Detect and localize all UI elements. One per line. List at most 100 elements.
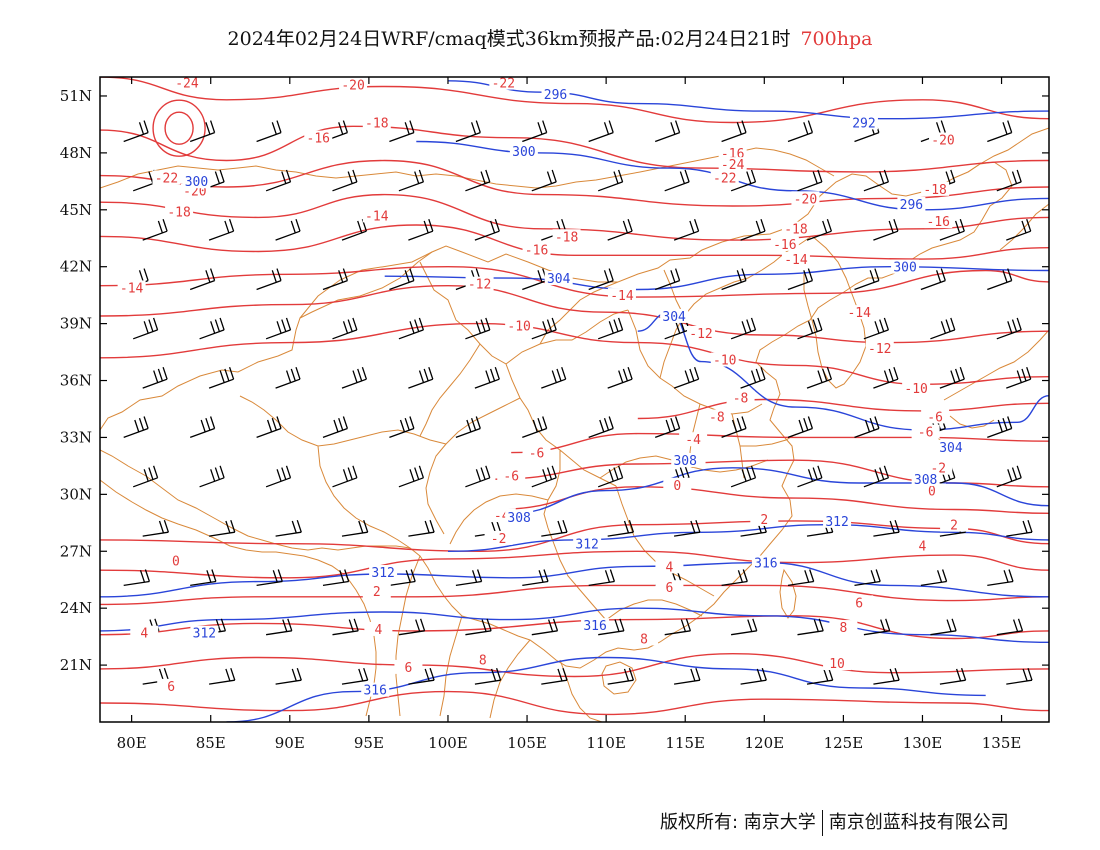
wind-barb xyxy=(597,465,624,488)
temp-label-bg xyxy=(465,276,494,291)
wind-barb xyxy=(873,667,900,685)
temperature-isoline xyxy=(100,125,1049,173)
lat-tick-label: 30N xyxy=(60,485,92,503)
lat-tick-label: 39N xyxy=(60,315,92,333)
height-label-bg xyxy=(544,270,573,285)
temperature-label: -6 xyxy=(529,447,545,462)
wind-barb xyxy=(588,416,614,439)
wind-barb xyxy=(654,416,681,439)
height-label: 308 xyxy=(914,473,937,488)
geopotential-isoline xyxy=(384,265,1049,291)
wind-barb xyxy=(673,218,700,241)
temperature-isoline xyxy=(100,520,1049,553)
lat-tick-label: 24N xyxy=(60,599,92,617)
wind-barb xyxy=(265,317,292,340)
wind-barb xyxy=(673,366,700,389)
wind-barb xyxy=(797,169,823,192)
temp-label-bg xyxy=(908,538,937,553)
wind-barb xyxy=(597,169,624,192)
wind-barb xyxy=(522,569,549,587)
cold-center-isoline xyxy=(152,99,206,157)
temperature-label: 6 xyxy=(405,661,413,676)
temperature-label: -14 xyxy=(847,306,871,321)
wind-barb xyxy=(987,268,1013,291)
temperature-label: -20 xyxy=(341,78,364,93)
wind-barb xyxy=(465,169,491,192)
temperature-label: 2 xyxy=(373,585,381,600)
wind-barb xyxy=(265,465,292,488)
wind-barb xyxy=(341,667,369,685)
height-label: 312 xyxy=(825,515,848,530)
wind-barb xyxy=(275,218,301,241)
temperature-label: 6 xyxy=(167,680,175,695)
temp-label-bg xyxy=(607,288,636,303)
temp-label-bg xyxy=(726,390,755,405)
wind-barb xyxy=(123,569,151,587)
temperature-isoline xyxy=(100,550,1049,579)
temperature-isoline xyxy=(100,77,1049,124)
wind-barb xyxy=(531,618,559,636)
wind-barb xyxy=(341,366,368,389)
temperature-label: -8 xyxy=(733,392,749,407)
temperature-label: -12 xyxy=(868,342,891,357)
wind-barb xyxy=(332,618,359,636)
height-label-bg xyxy=(581,618,610,633)
temp-label-bg xyxy=(362,584,391,598)
wind-barb xyxy=(730,465,757,488)
temp-label-bg xyxy=(497,468,526,483)
wind-barb xyxy=(731,618,758,636)
temp-label-bg xyxy=(364,621,393,636)
pressure-level-label: 700hpa xyxy=(800,28,873,50)
temp-label-bg xyxy=(362,208,391,223)
height-label-bg xyxy=(509,143,538,158)
chart-title: 2024年02月24日WRF/cmaq模式36km预报产品:02月24日21时 7… xyxy=(0,24,1100,51)
temperature-label: 6 xyxy=(855,596,863,611)
temperature-isoline xyxy=(100,584,1049,606)
mongolia-south xyxy=(299,251,433,319)
wind-barb xyxy=(474,218,500,241)
temperature-label: -16 xyxy=(773,238,796,253)
temp-label-bg xyxy=(924,460,953,475)
temp-label-bg xyxy=(781,221,810,236)
height-label: 312 xyxy=(575,538,598,553)
wind-barb xyxy=(987,569,1014,587)
wind-barb xyxy=(389,416,415,439)
wind-barb xyxy=(189,416,216,439)
china-border xyxy=(100,161,1013,669)
height-label-bg xyxy=(182,174,211,189)
wind-barb xyxy=(256,268,282,291)
temp-label-bg xyxy=(489,77,518,90)
wind-barb xyxy=(930,317,956,340)
geopotential-isoline xyxy=(447,80,1049,120)
height-label-bg xyxy=(361,682,390,697)
temperature-label: -16 xyxy=(525,244,548,259)
height-label: 312 xyxy=(371,566,394,581)
temperature-label: -6 xyxy=(918,426,934,441)
wind-barb xyxy=(123,120,149,143)
height-label: 292 xyxy=(852,116,875,131)
wind-barb xyxy=(332,169,358,192)
wind-barb xyxy=(797,317,823,340)
wind-barb xyxy=(142,218,168,241)
temp-label-bg xyxy=(829,620,858,635)
wind-barb xyxy=(797,465,823,488)
temp-label-bg xyxy=(924,214,953,229)
wind-barb xyxy=(209,519,236,537)
temperature-isoline xyxy=(100,615,1049,640)
temperature-isolines xyxy=(100,77,1049,716)
wind-barb xyxy=(588,268,614,291)
wind-barb xyxy=(265,169,292,192)
temperature-label: 0 xyxy=(928,484,936,499)
wind-barb xyxy=(189,120,216,143)
wind-barb xyxy=(987,120,1013,143)
height-label-bg xyxy=(751,555,780,570)
lon-tick-label: 100E xyxy=(428,734,468,752)
height-label: 308 xyxy=(507,511,530,526)
lon-tick-label: 110E xyxy=(586,734,626,752)
temperature-label: -4 xyxy=(685,433,701,448)
map-frame xyxy=(99,76,1050,723)
temp-label-bg xyxy=(663,477,692,492)
wind-barb xyxy=(455,416,481,439)
temp-label-bg xyxy=(921,181,950,196)
